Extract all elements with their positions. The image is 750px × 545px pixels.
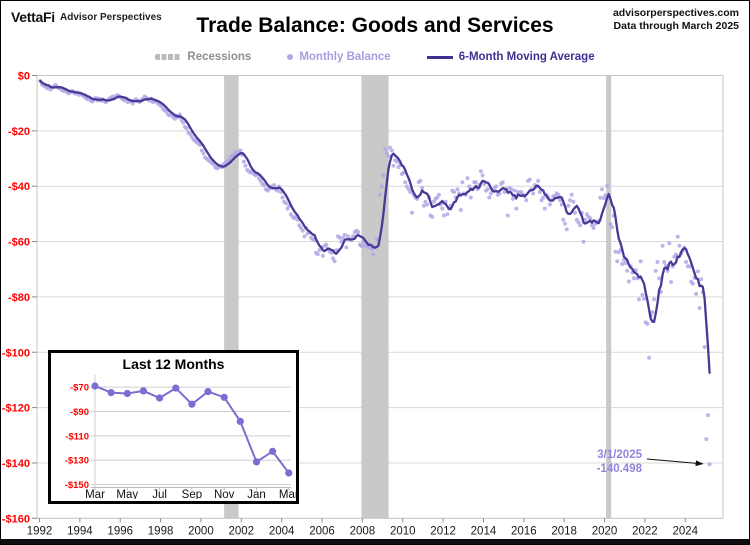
last-12-months-inset: Last 12 Months -$70 -$90 -$110 -$130 -$150 Ma… (48, 350, 299, 504)
svg-text:-140.498: -140.498 (597, 463, 643, 475)
svg-text:1994: 1994 (67, 525, 93, 537)
chart-title: Trade Balance: Goods and Services (196, 14, 554, 37)
monthly-dot-swatch-icon (287, 54, 294, 60)
latest-point-annotation: 3/1/2025 -140.498 (597, 449, 704, 475)
svg-text:-$70: -$70 (70, 383, 89, 394)
svg-text:2004: 2004 (269, 525, 295, 537)
legend-ma-label: 6-Month Moving Average (458, 51, 595, 63)
vettafi-logo: VettaFi (11, 9, 55, 25)
svg-text:2006: 2006 (309, 525, 335, 537)
svg-text:2020: 2020 (592, 525, 618, 537)
svg-text:-$110: -$110 (65, 431, 89, 442)
source-url: advisorperspectives.com (612, 7, 739, 19)
svg-text:2008: 2008 (350, 525, 376, 537)
svg-text:2018: 2018 (551, 525, 577, 537)
legend-recessions: Recessions (155, 51, 251, 63)
svg-text:2010: 2010 (390, 525, 416, 537)
svg-text:-$90: -$90 (70, 407, 89, 418)
svg-text:Jul: Jul (152, 489, 167, 499)
ma-line-swatch-icon (426, 55, 453, 59)
svg-text:2022: 2022 (632, 525, 658, 537)
svg-text:-$160: -$160 (2, 513, 30, 525)
recession-swatch-icon (155, 54, 182, 60)
svg-text:2014: 2014 (471, 525, 497, 537)
source-note: advisorperspectives.com Data through Mar… (613, 7, 739, 32)
svg-text:-$120: -$120 (2, 403, 30, 415)
x-axis-labels: 1992 1994 1996 1998 2000 2002 2004 2006 2008 2010… (27, 518, 699, 537)
svg-text:-$130: -$130 (65, 456, 89, 467)
legend-monthly-balance: Monthly Balance (287, 51, 391, 63)
inset-markers (91, 382, 293, 477)
svg-text:1992: 1992 (27, 525, 53, 537)
svg-text:-$40: -$40 (8, 181, 30, 193)
svg-text:2024: 2024 (672, 525, 698, 537)
svg-text:Mar: Mar (85, 489, 105, 499)
svg-text:-$150: -$150 (65, 480, 89, 491)
chart-legend: Recessions Monthly Balance 6-Month Movin… (1, 51, 749, 63)
annotation-arrow (646, 458, 704, 467)
moving-average-line (39, 79, 711, 374)
svg-text:May: May (116, 489, 138, 499)
svg-text:-$80: -$80 (8, 292, 30, 304)
svg-text:-$60: -$60 (8, 237, 30, 249)
svg-text:2002: 2002 (229, 525, 255, 537)
svg-text:-$100: -$100 (2, 347, 30, 359)
svg-text:1996: 1996 (107, 525, 133, 537)
svg-text:Nov: Nov (214, 489, 235, 499)
svg-text:2000: 2000 (188, 525, 214, 537)
legend-moving-average: 6-Month Moving Average (426, 51, 595, 63)
svg-text:-$140: -$140 (2, 458, 30, 470)
inset-gridlines: -$70 -$90 -$110 -$130 -$150 (65, 375, 291, 491)
advisor-perspectives-label: Advisor Perspectives (60, 12, 162, 23)
data-through-note: Data through March 2025 (613, 19, 739, 32)
bottom-border-bar (1, 539, 749, 544)
y-axis-labels: $0 -$20 -$40 -$60 -$80 -$100 -$120 -$140 -$160 (2, 71, 37, 525)
svg-text:Sep: Sep (182, 489, 202, 499)
svg-text:2016: 2016 (511, 525, 537, 537)
svg-text:$0: $0 (18, 71, 30, 83)
legend-monthly-label: Monthly Balance (299, 51, 391, 63)
svg-text:3/1/2025: 3/1/2025 (597, 449, 642, 461)
legend-recessions-label: Recessions (187, 51, 252, 63)
svg-text:2012: 2012 (430, 525, 456, 537)
svg-text:-$20: -$20 (8, 126, 30, 138)
svg-text:Mar: Mar (279, 489, 296, 499)
svg-text:1998: 1998 (148, 525, 174, 537)
inset-title: Last 12 Months (122, 356, 225, 372)
inset-x-labels: Mar May Jul Sep Nov Jan Mar (85, 487, 299, 501)
svg-text:Jan: Jan (247, 489, 266, 499)
